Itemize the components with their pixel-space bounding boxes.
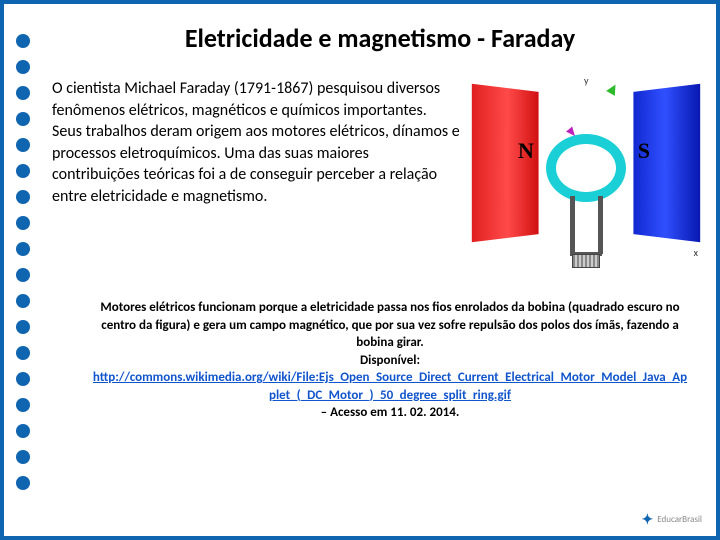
figure-caption: Motores elétricos funcionam porque a ele… — [52, 299, 700, 422]
dot-icon — [16, 398, 30, 412]
brand-icon: ✦ — [642, 511, 654, 528]
motor-diagram: N S y x — [472, 78, 700, 273]
footer-brand: ✦ EducarBrasil — [642, 511, 702, 528]
brush-right — [598, 196, 603, 230]
intro-paragraph: O cientista Michael Faraday (1791-1867) … — [52, 78, 460, 208]
x-axis-label: x — [694, 246, 698, 259]
dot-icon — [16, 268, 30, 282]
dot-icon — [16, 294, 30, 308]
battery — [572, 254, 600, 268]
caption-access: – Acesso em 11. 02. 2014. — [321, 405, 460, 420]
green-arrow-icon — [606, 82, 620, 96]
coil-ring — [546, 134, 626, 202]
wire — [570, 230, 575, 254]
dot-icon — [16, 372, 30, 386]
north-label: N — [518, 138, 534, 164]
caption-text: Motores elétricos funcionam porque a ele… — [100, 300, 679, 350]
south-label: S — [638, 138, 650, 164]
dot-icon — [16, 346, 30, 360]
dot-icon — [16, 112, 30, 126]
content-area: O cientista Michael Faraday (1791-1867) … — [4, 78, 716, 422]
upper-row: O cientista Michael Faraday (1791-1867) … — [52, 78, 700, 273]
dot-icon — [16, 164, 30, 178]
brush-left — [570, 196, 575, 230]
dot-icon — [16, 476, 30, 490]
brand-text: EducarBrasil — [657, 514, 702, 525]
dot-icon — [16, 34, 30, 48]
dot-icon — [16, 138, 30, 152]
dot-icon — [16, 60, 30, 74]
wire — [598, 230, 603, 254]
source-link[interactable]: http://commons.wikimedia.org/wiki/File:E… — [93, 370, 687, 403]
dot-icon — [16, 320, 30, 334]
caption-available: Disponível: — [360, 353, 420, 368]
decorative-dots — [16, 34, 30, 490]
dot-icon — [16, 450, 30, 464]
dot-icon — [16, 242, 30, 256]
page-title: Eletricidade e magnetismo - Faraday — [4, 22, 716, 54]
y-axis-label: y — [584, 74, 589, 87]
dot-icon — [16, 424, 30, 438]
dot-icon — [16, 190, 30, 204]
dot-icon — [16, 86, 30, 100]
dot-icon — [16, 216, 30, 230]
